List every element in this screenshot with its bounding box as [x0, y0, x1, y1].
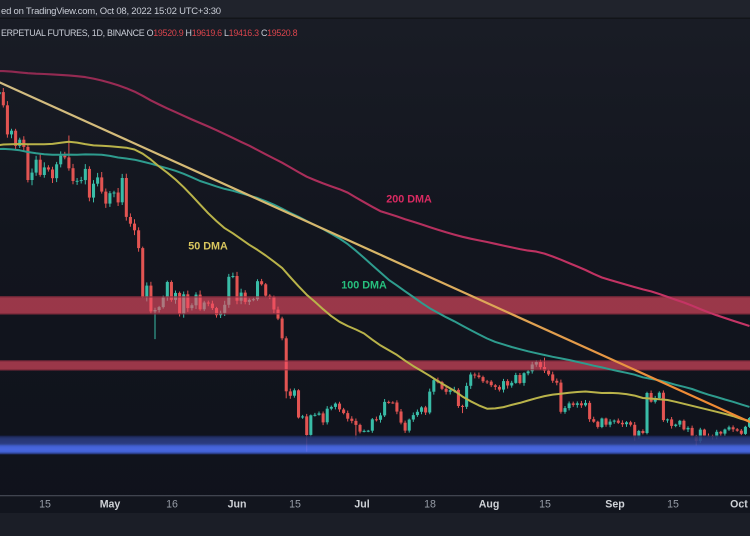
svg-text:50 DMA: 50 DMA: [188, 241, 228, 253]
svg-text:ERPETUAL FUTURES, 1D, BINANCE: ERPETUAL FUTURES, 1D, BINANCE O19520.9 H…: [1, 28, 298, 38]
svg-text:15: 15: [39, 499, 51, 511]
svg-text:16: 16: [166, 499, 178, 511]
svg-text:Jul: Jul: [354, 499, 369, 511]
svg-text:15: 15: [539, 499, 551, 511]
svg-text:Oct: Oct: [730, 499, 748, 511]
svg-text:May: May: [100, 499, 121, 511]
svg-text:ed on TradingView.com, Oct 08,: ed on TradingView.com, Oct 08, 2022 15:0…: [1, 6, 221, 17]
svg-text:18: 18: [424, 499, 436, 511]
svg-text:200 DMA: 200 DMA: [386, 194, 432, 206]
svg-text:15: 15: [289, 499, 301, 511]
svg-text:15: 15: [667, 499, 679, 511]
svg-text:100 DMA: 100 DMA: [341, 280, 387, 292]
svg-text:Sep: Sep: [605, 499, 625, 511]
svg-text:Aug: Aug: [479, 499, 500, 511]
svg-text:Jun: Jun: [228, 499, 247, 511]
